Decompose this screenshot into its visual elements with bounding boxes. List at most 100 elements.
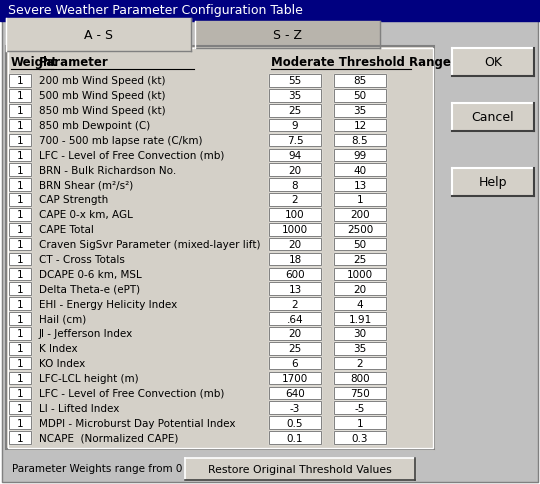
Bar	[334, 327, 386, 340]
Bar	[9, 357, 31, 370]
Text: Help: Help	[479, 176, 507, 189]
Bar	[9, 327, 31, 340]
Bar	[9, 268, 31, 281]
Bar	[9, 120, 31, 132]
Text: 1: 1	[357, 195, 363, 205]
Text: 7.5: 7.5	[287, 136, 303, 146]
Text: 1: 1	[17, 225, 23, 235]
Bar	[269, 372, 321, 385]
Bar	[334, 283, 386, 295]
Bar	[269, 179, 321, 192]
Bar	[334, 164, 386, 177]
Bar	[269, 135, 321, 147]
Text: 20: 20	[354, 284, 367, 294]
Bar	[9, 387, 31, 399]
Text: 1: 1	[17, 418, 23, 428]
Bar	[334, 283, 386, 295]
Bar	[0, 0, 540, 22]
Bar	[269, 268, 321, 281]
Bar	[9, 402, 31, 414]
Bar	[9, 105, 31, 117]
Bar	[269, 372, 321, 385]
Text: 200: 200	[350, 210, 370, 220]
Bar	[269, 105, 321, 117]
Text: 750: 750	[350, 388, 370, 398]
Text: CAPE 0-x km, AGL: CAPE 0-x km, AGL	[39, 210, 133, 220]
Text: 850 mb Wind Speed (kt): 850 mb Wind Speed (kt)	[39, 106, 166, 116]
Text: 1: 1	[17, 121, 23, 131]
Text: 6: 6	[292, 359, 298, 368]
Bar	[9, 268, 31, 281]
Text: 2: 2	[292, 299, 298, 309]
Text: 2: 2	[357, 359, 363, 368]
Text: 1: 1	[17, 359, 23, 368]
Bar	[269, 194, 321, 206]
Bar	[334, 194, 386, 206]
Bar	[334, 253, 386, 266]
Text: Restore Original Threshold Values: Restore Original Threshold Values	[208, 464, 392, 474]
Text: OK: OK	[484, 56, 502, 69]
Text: 50: 50	[354, 91, 367, 101]
Text: 20: 20	[288, 240, 301, 250]
Text: 1: 1	[357, 418, 363, 428]
Bar	[269, 327, 321, 340]
Bar	[334, 327, 386, 340]
Bar	[269, 224, 321, 236]
Text: S - Z: S - Z	[273, 29, 302, 42]
Bar	[334, 342, 386, 355]
Bar	[334, 209, 386, 221]
Text: BRN - Bulk Richardson No.: BRN - Bulk Richardson No.	[39, 166, 176, 175]
Text: KO Index: KO Index	[39, 359, 85, 368]
Text: 600: 600	[285, 269, 305, 279]
Bar	[269, 417, 321, 429]
Text: 1: 1	[17, 195, 23, 205]
Text: 40: 40	[354, 166, 367, 175]
Text: .64: .64	[287, 314, 303, 324]
Text: 35: 35	[288, 91, 302, 101]
Bar	[269, 431, 321, 444]
Bar	[6, 19, 191, 52]
Text: JI - Jefferson Index: JI - Jefferson Index	[39, 329, 133, 339]
Bar	[269, 268, 321, 281]
Bar	[334, 372, 386, 385]
Text: 1700: 1700	[282, 373, 308, 383]
Text: EHI - Energy Helicity Index: EHI - Energy Helicity Index	[39, 299, 177, 309]
Bar	[9, 283, 31, 295]
Bar	[9, 179, 31, 192]
Bar	[9, 224, 31, 236]
Bar	[269, 313, 321, 325]
Text: 13: 13	[353, 180, 367, 190]
Bar	[269, 298, 321, 310]
Text: 200 mb Wind Speed (kt): 200 mb Wind Speed (kt)	[39, 76, 165, 86]
Text: LFC-LCL height (m): LFC-LCL height (m)	[39, 373, 139, 383]
Text: Hail (cm): Hail (cm)	[39, 314, 86, 324]
Bar	[269, 209, 321, 221]
Bar	[9, 194, 31, 206]
Bar	[9, 431, 31, 444]
Text: 85: 85	[353, 76, 367, 86]
Bar	[334, 372, 386, 385]
Bar	[269, 253, 321, 266]
Bar	[9, 387, 31, 399]
Bar	[269, 402, 321, 414]
Bar	[334, 120, 386, 132]
Bar	[269, 120, 321, 132]
Bar	[334, 402, 386, 414]
Text: 1: 1	[17, 344, 23, 353]
Text: 1: 1	[17, 314, 23, 324]
Text: 20: 20	[288, 329, 301, 339]
Text: 30: 30	[354, 329, 367, 339]
Text: 0.3: 0.3	[352, 433, 368, 443]
Bar	[269, 105, 321, 117]
Text: 1: 1	[17, 388, 23, 398]
Text: Parameter Weights range from 0 to 10.: Parameter Weights range from 0 to 10.	[12, 463, 216, 473]
Bar	[269, 283, 321, 295]
Bar	[269, 149, 321, 162]
Text: 1: 1	[17, 299, 23, 309]
Text: MDPI - Microburst Day Potential Index: MDPI - Microburst Day Potential Index	[39, 418, 235, 428]
Text: CAP Strength: CAP Strength	[39, 195, 108, 205]
Bar	[452, 168, 534, 197]
Bar	[9, 298, 31, 310]
Bar	[269, 327, 321, 340]
Bar	[9, 75, 31, 88]
